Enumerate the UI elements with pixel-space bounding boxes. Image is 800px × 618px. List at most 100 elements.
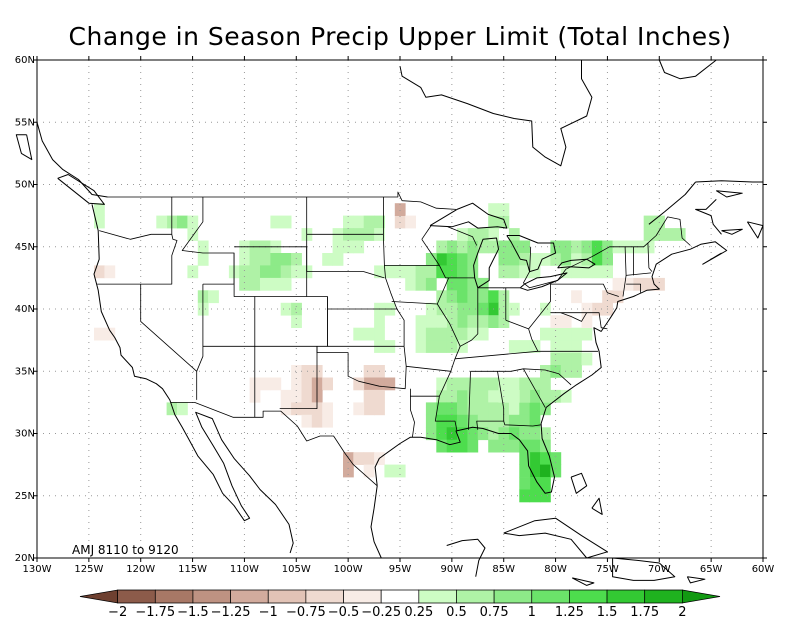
boundary-line [316,346,407,390]
island-outline [721,228,743,235]
grid-cell [425,414,437,428]
island-outline [57,174,105,205]
island-outline [746,221,764,239]
grid-cell [425,402,437,416]
grid-cell [519,452,531,465]
grid-cell [457,265,468,279]
grid-cell [529,340,541,353]
boundary-line [468,371,471,430]
lat-tick-label: 60N [15,55,35,66]
boundary-line [550,283,619,297]
grid-cell [425,315,437,328]
grid-cell [519,464,531,478]
grid-cell [353,452,365,465]
colorbar-label: −1 [259,605,278,618]
boundary-line [99,230,172,240]
grid-cell [540,327,551,341]
island-outline [716,190,743,198]
grid-cell [571,340,582,353]
grid-cell [239,277,250,291]
grid-cell [571,253,582,266]
grid-cell [436,439,448,453]
boundary-line [396,308,405,347]
grid-cell [540,464,551,478]
grid-cell [374,315,385,328]
grid-cell [457,302,468,316]
lake-outline [506,235,557,273]
boundary-line [523,368,546,408]
grid-cell [612,277,624,291]
grid-cell [291,315,302,328]
grid-cell [94,265,105,279]
grid-cell [187,265,199,279]
island-outline [571,577,595,586]
boundary-line [306,246,385,279]
grid-cell [363,402,375,416]
grid-cell [581,240,593,254]
geographic-outlines [15,59,764,586]
grid-cell [446,315,458,328]
coastline [658,59,717,80]
grid-cell [519,377,531,391]
grid-cell [581,302,593,316]
colorbar-swatch [79,589,118,604]
grid-cell [353,215,365,229]
boundary-line [196,346,204,372]
boundary-line [327,309,405,347]
grid-cell [540,452,551,465]
grid-cell [560,352,572,366]
grid-cell [477,228,489,241]
lon-tick-label: 85W [492,564,515,575]
colorbar-label: −1.75 [135,605,175,618]
grid-cell [280,302,292,316]
grid-cell [353,377,365,391]
lon-tick-label: 95W [389,564,412,575]
grid-cell [488,228,499,241]
grid-cell [425,427,437,441]
grid-cell [394,464,406,478]
island-outline [612,557,676,581]
coastline [370,485,382,559]
grid-cell [405,265,416,279]
grid-cell [415,340,427,353]
grid-cell [363,452,375,465]
grid-cell [508,427,520,441]
grid-cell [498,290,510,304]
grid-cell [550,464,562,478]
grid-cell [467,265,479,279]
grid-cell [425,265,437,279]
grid-cell [446,265,458,279]
grid-cell [571,265,582,279]
grid-cell [643,277,655,291]
grid-cell [467,240,479,254]
grid-cell [436,340,448,353]
grid-cell [363,215,375,229]
grid-cell [560,253,572,266]
boundary-line [560,312,588,322]
grid-cell [332,253,344,266]
grid-cell [540,377,551,391]
grid-cell [477,315,489,328]
grid-cell [560,265,572,279]
lon-tick-label: 75W [596,564,619,575]
grid-cell [291,302,302,316]
grid-cell-layer [94,203,686,503]
grid-cell [301,377,313,391]
grid-cell [156,215,168,229]
grid-cell [104,265,116,279]
colorbar-label: −1.25 [211,605,251,618]
grid-cell [446,290,458,304]
island-outline [686,576,706,584]
colorbar-swatch [682,589,721,604]
grid-cell [560,389,572,403]
grid-cell [477,427,489,441]
grid-cell [425,340,437,353]
coastline [399,60,593,167]
boundary-line [421,225,432,240]
grid-cell [467,439,479,453]
colorbar-label: −0.75 [286,605,326,618]
grid-cell [488,377,499,391]
grid-cell [177,215,188,229]
boundary-line [107,191,457,210]
